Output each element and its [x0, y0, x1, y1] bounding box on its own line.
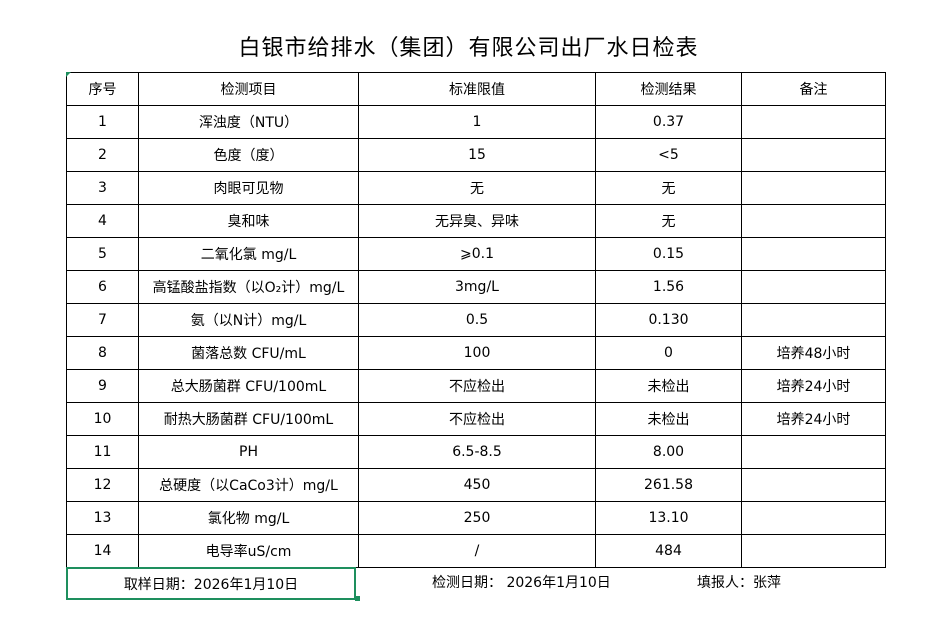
- table-cell[interactable]: 菌落总数 CFU/mL: [138, 336, 359, 370]
- table-cell[interactable]: 4: [66, 204, 139, 238]
- table-cell[interactable]: <5: [595, 138, 742, 172]
- sample-date-cell[interactable]: 取样日期：2026年1月10日: [66, 567, 356, 600]
- table-row: 12 总硬度（以CaCo3计）mg/L 450 261.58: [66, 468, 886, 502]
- table-row: 1 浑浊度（NTU） 1 0.37: [66, 105, 886, 139]
- table-cell[interactable]: 氯化物 mg/L: [138, 501, 359, 535]
- table-cell[interactable]: 10: [66, 402, 139, 436]
- table-cell[interactable]: 无: [358, 171, 596, 205]
- table-cell[interactable]: [741, 138, 886, 172]
- table-cell[interactable]: 7: [66, 303, 139, 337]
- table-cell[interactable]: 8.00: [595, 435, 742, 469]
- table-cell[interactable]: 肉眼可见物: [138, 171, 359, 205]
- table-row: 5 二氧化氯 mg/L ⩾0.1 0.15: [66, 237, 886, 271]
- column-header[interactable]: 备注: [741, 72, 886, 106]
- table-cell[interactable]: 450: [358, 468, 596, 502]
- table-cell[interactable]: 培养24小时: [741, 369, 886, 403]
- table-cell[interactable]: [741, 435, 886, 469]
- table-cell[interactable]: 不应检出: [358, 402, 596, 436]
- test-date: 检测日期： 2026年1月10日: [432, 575, 611, 591]
- table-cell[interactable]: 3: [66, 171, 139, 205]
- table-cell[interactable]: 3mg/L: [358, 270, 596, 304]
- table-cell[interactable]: 9: [66, 369, 139, 403]
- table-cell[interactable]: 13.10: [595, 501, 742, 535]
- table-cell[interactable]: 2: [66, 138, 139, 172]
- table-cell[interactable]: 总大肠菌群 CFU/100mL: [138, 369, 359, 403]
- table-row: 13 氯化物 mg/L 250 13.10: [66, 501, 886, 535]
- reporter: 填报人：张萍: [697, 575, 781, 591]
- table-row: 4 臭和味 无异臭、异味无: [66, 204, 886, 238]
- fill-handle[interactable]: [355, 596, 360, 601]
- table-cell[interactable]: PH: [138, 435, 359, 469]
- table-row: 11 PH 6.5-8.5 8.00: [66, 435, 886, 469]
- table-cell[interactable]: 0.5: [358, 303, 596, 337]
- table-cell[interactable]: 高锰酸盐指数（以O₂计）mg/L: [138, 270, 359, 304]
- table-cell[interactable]: 100: [358, 336, 596, 370]
- table-cell[interactable]: 13: [66, 501, 139, 535]
- table-cell[interactable]: 250: [358, 501, 596, 535]
- table-cell[interactable]: 不应检出: [358, 369, 596, 403]
- table-cell[interactable]: [741, 303, 886, 337]
- table-cell[interactable]: 培养48小时: [741, 336, 886, 370]
- table-row: 2 色度（度） 15 <5: [66, 138, 886, 172]
- table-cell[interactable]: [741, 468, 886, 502]
- table-row: 3 肉眼可见物无无: [66, 171, 886, 205]
- table-row: 7 氨（以N计）mg/L 0.5 0.130: [66, 303, 886, 337]
- table-cell[interactable]: 氨（以N计）mg/L: [138, 303, 359, 337]
- table-cell[interactable]: 耐热大肠菌群 CFU/100mL: [138, 402, 359, 436]
- column-header[interactable]: 检测项目: [138, 72, 359, 106]
- table-cell[interactable]: 电导率uS/cm: [138, 534, 359, 568]
- table-row: 8 菌落总数 CFU/mL 100 0 培养48小时: [66, 336, 886, 370]
- table-cell[interactable]: 无: [595, 171, 742, 205]
- table-cell[interactable]: 1: [358, 105, 596, 139]
- table-cell[interactable]: 未检出: [595, 402, 742, 436]
- table-cell[interactable]: [741, 501, 886, 535]
- table-cell[interactable]: 1: [66, 105, 139, 139]
- table-cell[interactable]: 培养24小时: [741, 402, 886, 436]
- table-cell[interactable]: 12: [66, 468, 139, 502]
- table-cell[interactable]: [741, 270, 886, 304]
- table-cell[interactable]: 臭和味: [138, 204, 359, 238]
- table-cell[interactable]: 1.56: [595, 270, 742, 304]
- header-row: 序号 检测项目 标准限值 检测结果 备注: [66, 72, 886, 106]
- table-cell[interactable]: 15: [358, 138, 596, 172]
- table-cell[interactable]: [741, 534, 886, 568]
- table-cell[interactable]: /: [358, 534, 596, 568]
- column-header[interactable]: 检测结果: [595, 72, 742, 106]
- page-title: 白银市给排水（集团）有限公司出厂水日检表: [238, 36, 699, 61]
- table-cell[interactable]: [741, 105, 886, 139]
- table-cell[interactable]: 0.130: [595, 303, 742, 337]
- table-row: 6 高锰酸盐指数（以O₂计）mg/L 3mg/L 1.56: [66, 270, 886, 304]
- table-cell[interactable]: [741, 237, 886, 271]
- cell-marker: [66, 72, 71, 77]
- table-cell[interactable]: 浑浊度（NTU）: [138, 105, 359, 139]
- table-cell[interactable]: 0.15: [595, 237, 742, 271]
- table-cell[interactable]: [741, 204, 886, 238]
- column-header[interactable]: 标准限值: [358, 72, 596, 106]
- table-cell[interactable]: ⩾0.1: [358, 237, 596, 271]
- table-cell[interactable]: 6.5-8.5: [358, 435, 596, 469]
- table-row: 14 电导率uS/cm/484: [66, 534, 886, 568]
- table-cell[interactable]: 二氧化氯 mg/L: [138, 237, 359, 271]
- table-cell[interactable]: 5: [66, 237, 139, 271]
- table-cell[interactable]: 14: [66, 534, 139, 568]
- inspection-table: 序号 检测项目 标准限值 检测结果 备注 1 浑浊度（NTU） 1 0.37 2 色度（度） 15 <…: [66, 72, 886, 568]
- table-cell[interactable]: 无异臭、异味: [358, 204, 596, 238]
- table-cell[interactable]: 484: [595, 534, 742, 568]
- table-cell[interactable]: 8: [66, 336, 139, 370]
- table-row: 9 总大肠菌群 CFU/100mL 不应检出 未检出 培养24小时: [66, 369, 886, 403]
- table-cell[interactable]: 总硬度（以CaCo3计）mg/L: [138, 468, 359, 502]
- column-header[interactable]: 序号: [66, 72, 139, 106]
- table-cell[interactable]: 未检出: [595, 369, 742, 403]
- table-cell[interactable]: 261.58: [595, 468, 742, 502]
- table-row: 10 耐热大肠菌群 CFU/100mL 不应检出 未检出 培养24小时: [66, 402, 886, 436]
- table-cell[interactable]: 无: [595, 204, 742, 238]
- table-cell[interactable]: 0: [595, 336, 742, 370]
- table-cell[interactable]: 色度（度）: [138, 138, 359, 172]
- table-cell[interactable]: 0.37: [595, 105, 742, 139]
- table-cell[interactable]: [741, 171, 886, 205]
- table-cell[interactable]: 11: [66, 435, 139, 469]
- table-cell[interactable]: 6: [66, 270, 139, 304]
